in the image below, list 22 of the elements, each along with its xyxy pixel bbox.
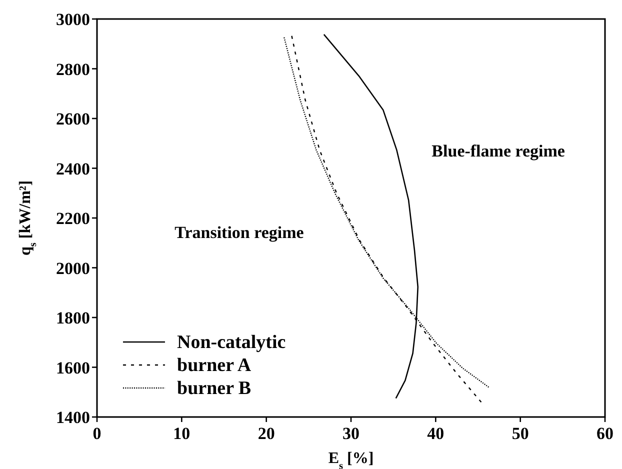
annotation: Blue-flame regime xyxy=(432,141,566,160)
legend-label: burner B xyxy=(177,378,252,399)
y-tick-label: 2600 xyxy=(56,110,90,128)
y-tick-label: 1400 xyxy=(56,408,90,427)
y-tick-label: 2800 xyxy=(56,60,90,79)
x-tick-label: 60 xyxy=(596,424,614,443)
x-tick-label: 30 xyxy=(342,424,360,443)
y-tick-label: 2000 xyxy=(56,258,90,278)
y-tick-label: 2200 xyxy=(56,209,90,228)
y-tick-label: 2400 xyxy=(56,159,90,178)
x-axis-title: E$_{s}$ [%] xyxy=(328,450,374,469)
y-tick-label: 1600 xyxy=(56,358,90,378)
legend-label: Non-catalytic xyxy=(177,332,286,353)
legend-label: burner A xyxy=(177,355,252,376)
x-tick-label: 20 xyxy=(258,424,275,443)
annotation: Transition regime xyxy=(174,222,304,242)
x-tick-label: 10 xyxy=(173,424,190,443)
y-tick-label: 1800 xyxy=(56,308,90,328)
x-tick-label: 40 xyxy=(427,424,444,443)
x-tick-label: 50 xyxy=(512,424,529,443)
x-tick-label: 0 xyxy=(92,424,102,443)
y-tick-label: 3000 xyxy=(56,10,90,29)
